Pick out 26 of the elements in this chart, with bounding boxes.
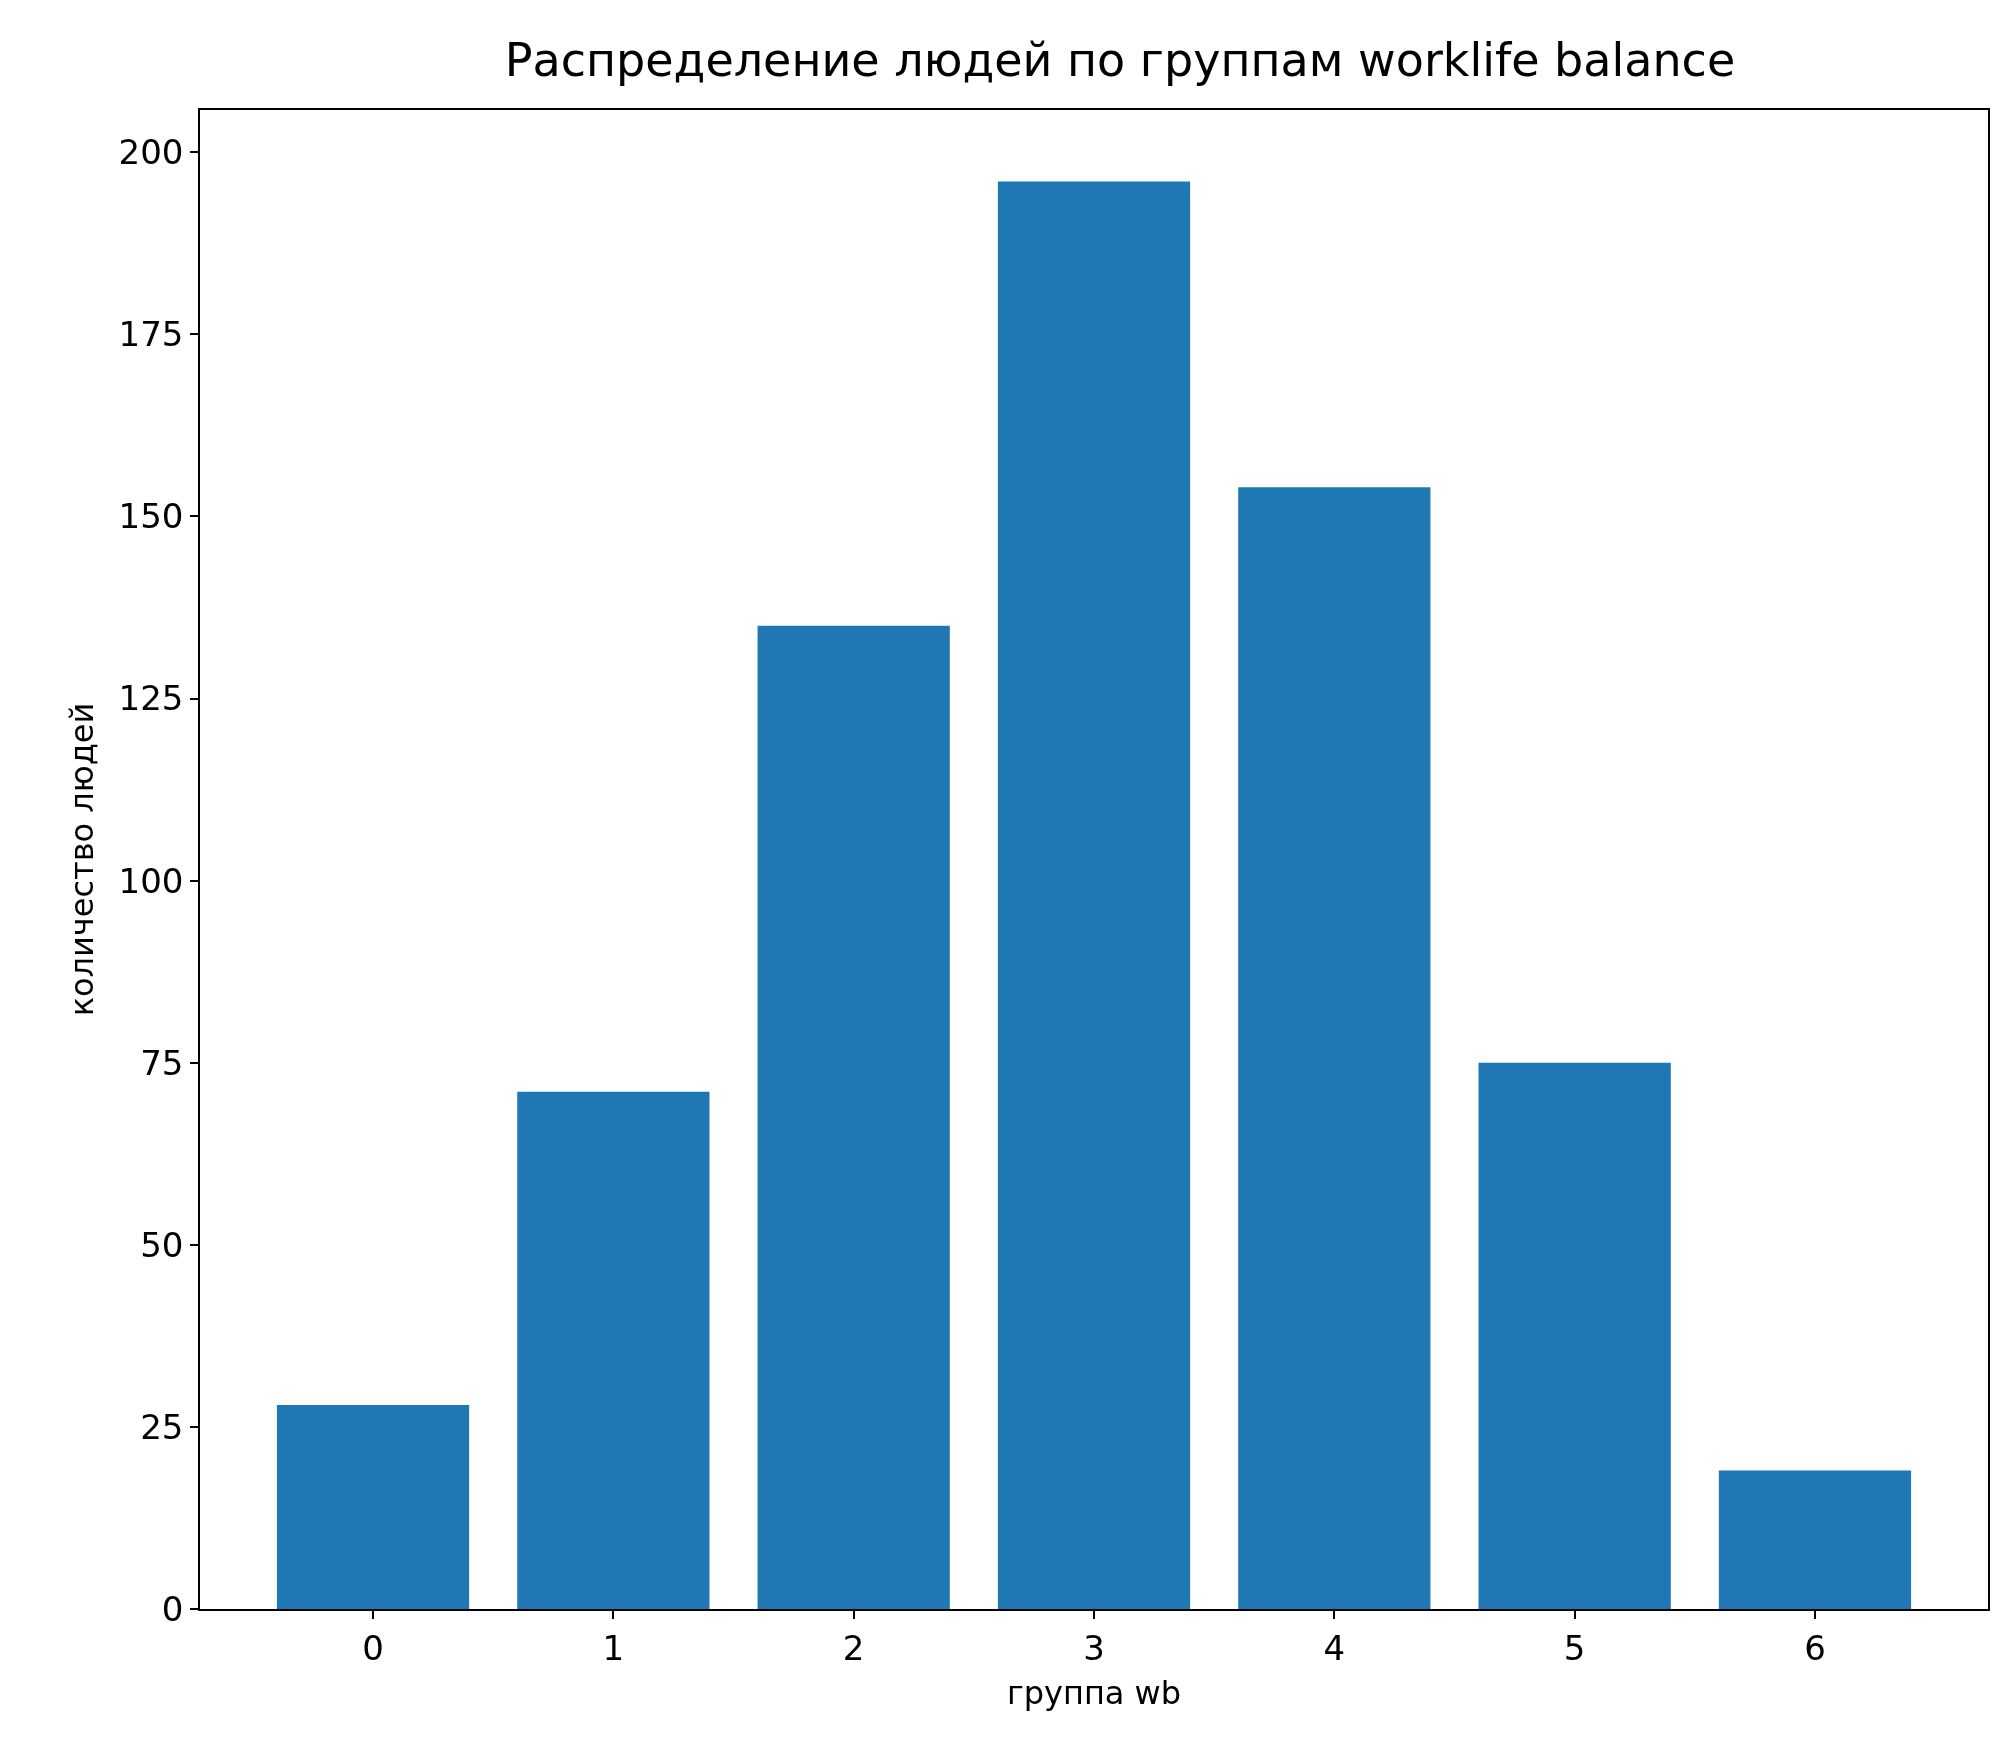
bar — [1718, 1470, 1912, 1609]
y-tick-label: 75 — [140, 1042, 184, 1083]
y-tick-label: 0 — [161, 1588, 184, 1629]
bar — [1478, 1062, 1671, 1609]
bar — [757, 625, 950, 1609]
chart-title: Распределение людей по группам worklife balance — [504, 32, 1736, 87]
x-tick-label: 5 — [1563, 1627, 1586, 1668]
x-tick-label: 1 — [602, 1627, 625, 1668]
y-tick-label: 150 — [118, 496, 184, 537]
y-tick-label: 125 — [118, 678, 184, 719]
y-tick-label: 200 — [118, 132, 184, 173]
x-tick-label: 2 — [842, 1627, 865, 1668]
y-tick-label: 50 — [140, 1224, 184, 1265]
x-tick-label: 3 — [1083, 1627, 1105, 1668]
x-tick-label: 4 — [1323, 1627, 1346, 1668]
y-tick-label: 100 — [118, 860, 184, 901]
x-tick-label: 6 — [1804, 1627, 1826, 1668]
x-tick-label: 0 — [362, 1627, 384, 1668]
y-tick-label: 25 — [140, 1406, 184, 1447]
bar — [1238, 487, 1431, 1609]
bar — [276, 1405, 470, 1609]
y-axis-title: количество людей — [63, 702, 102, 1017]
y-tick-label: 175 — [118, 314, 184, 355]
bar — [997, 181, 1191, 1609]
x-axis-title: группа wb — [1006, 1673, 1182, 1712]
bar — [517, 1091, 710, 1609]
